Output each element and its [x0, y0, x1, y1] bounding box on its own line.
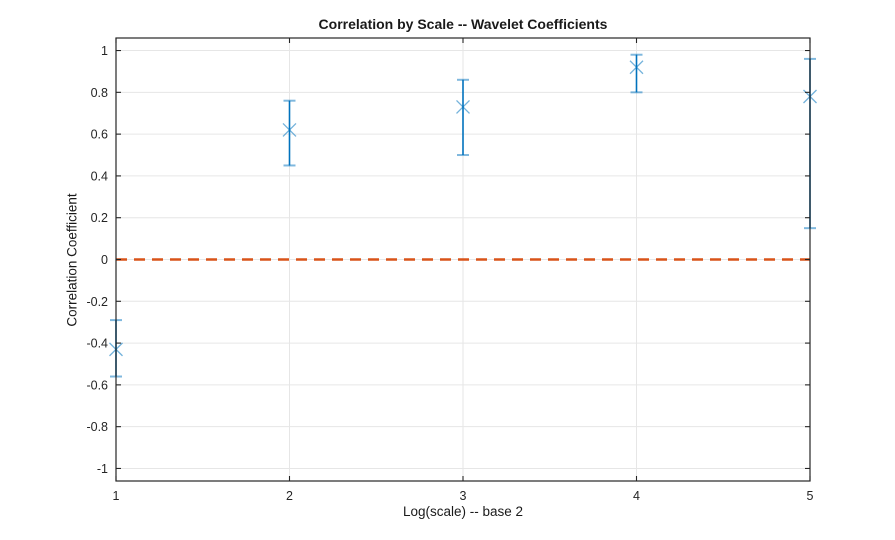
x-tick-labels: 1 2 3 4 5: [113, 489, 814, 503]
y-tick-label: 0.6: [91, 128, 108, 142]
y-tick-label: -1: [97, 462, 108, 476]
y-tick-labels: -1 -0.8 -0.6 -0.4 -0.2 0 0.2 0.4 0.6 0.8 1: [86, 44, 108, 476]
y-tick-label: -0.6: [86, 378, 108, 392]
x-tick-label: 4: [633, 489, 640, 503]
error-bar-point: [456, 78, 470, 157]
y-tick-label: -0.4: [86, 337, 108, 351]
y-tick-label: 0: [101, 253, 108, 267]
x-tick-label: 1: [113, 489, 120, 503]
y-tick-label: 1: [101, 44, 108, 58]
x-marker: [282, 122, 297, 137]
x-tick-label: 5: [807, 489, 814, 503]
error-bar-point: [629, 53, 644, 94]
x-tick-label: 2: [286, 489, 293, 503]
axis-ticks: [115, 38, 811, 481]
chart-title: Correlation by Scale -- Wavelet Coeffici…: [318, 16, 608, 32]
y-tick-label: 0.2: [91, 211, 108, 225]
x-marker: [629, 60, 644, 75]
x-marker: [456, 99, 470, 114]
y-tick-label: 0.4: [91, 169, 108, 183]
y-tick-label: 0.8: [91, 86, 108, 100]
y-tick-label: -0.8: [86, 420, 108, 434]
y-tick-label: -0.2: [86, 295, 108, 309]
x-tick-label: 3: [460, 489, 467, 503]
x-axis-label: Log(scale) -- base 2: [402, 504, 524, 519]
error-bar-point: [282, 99, 297, 167]
